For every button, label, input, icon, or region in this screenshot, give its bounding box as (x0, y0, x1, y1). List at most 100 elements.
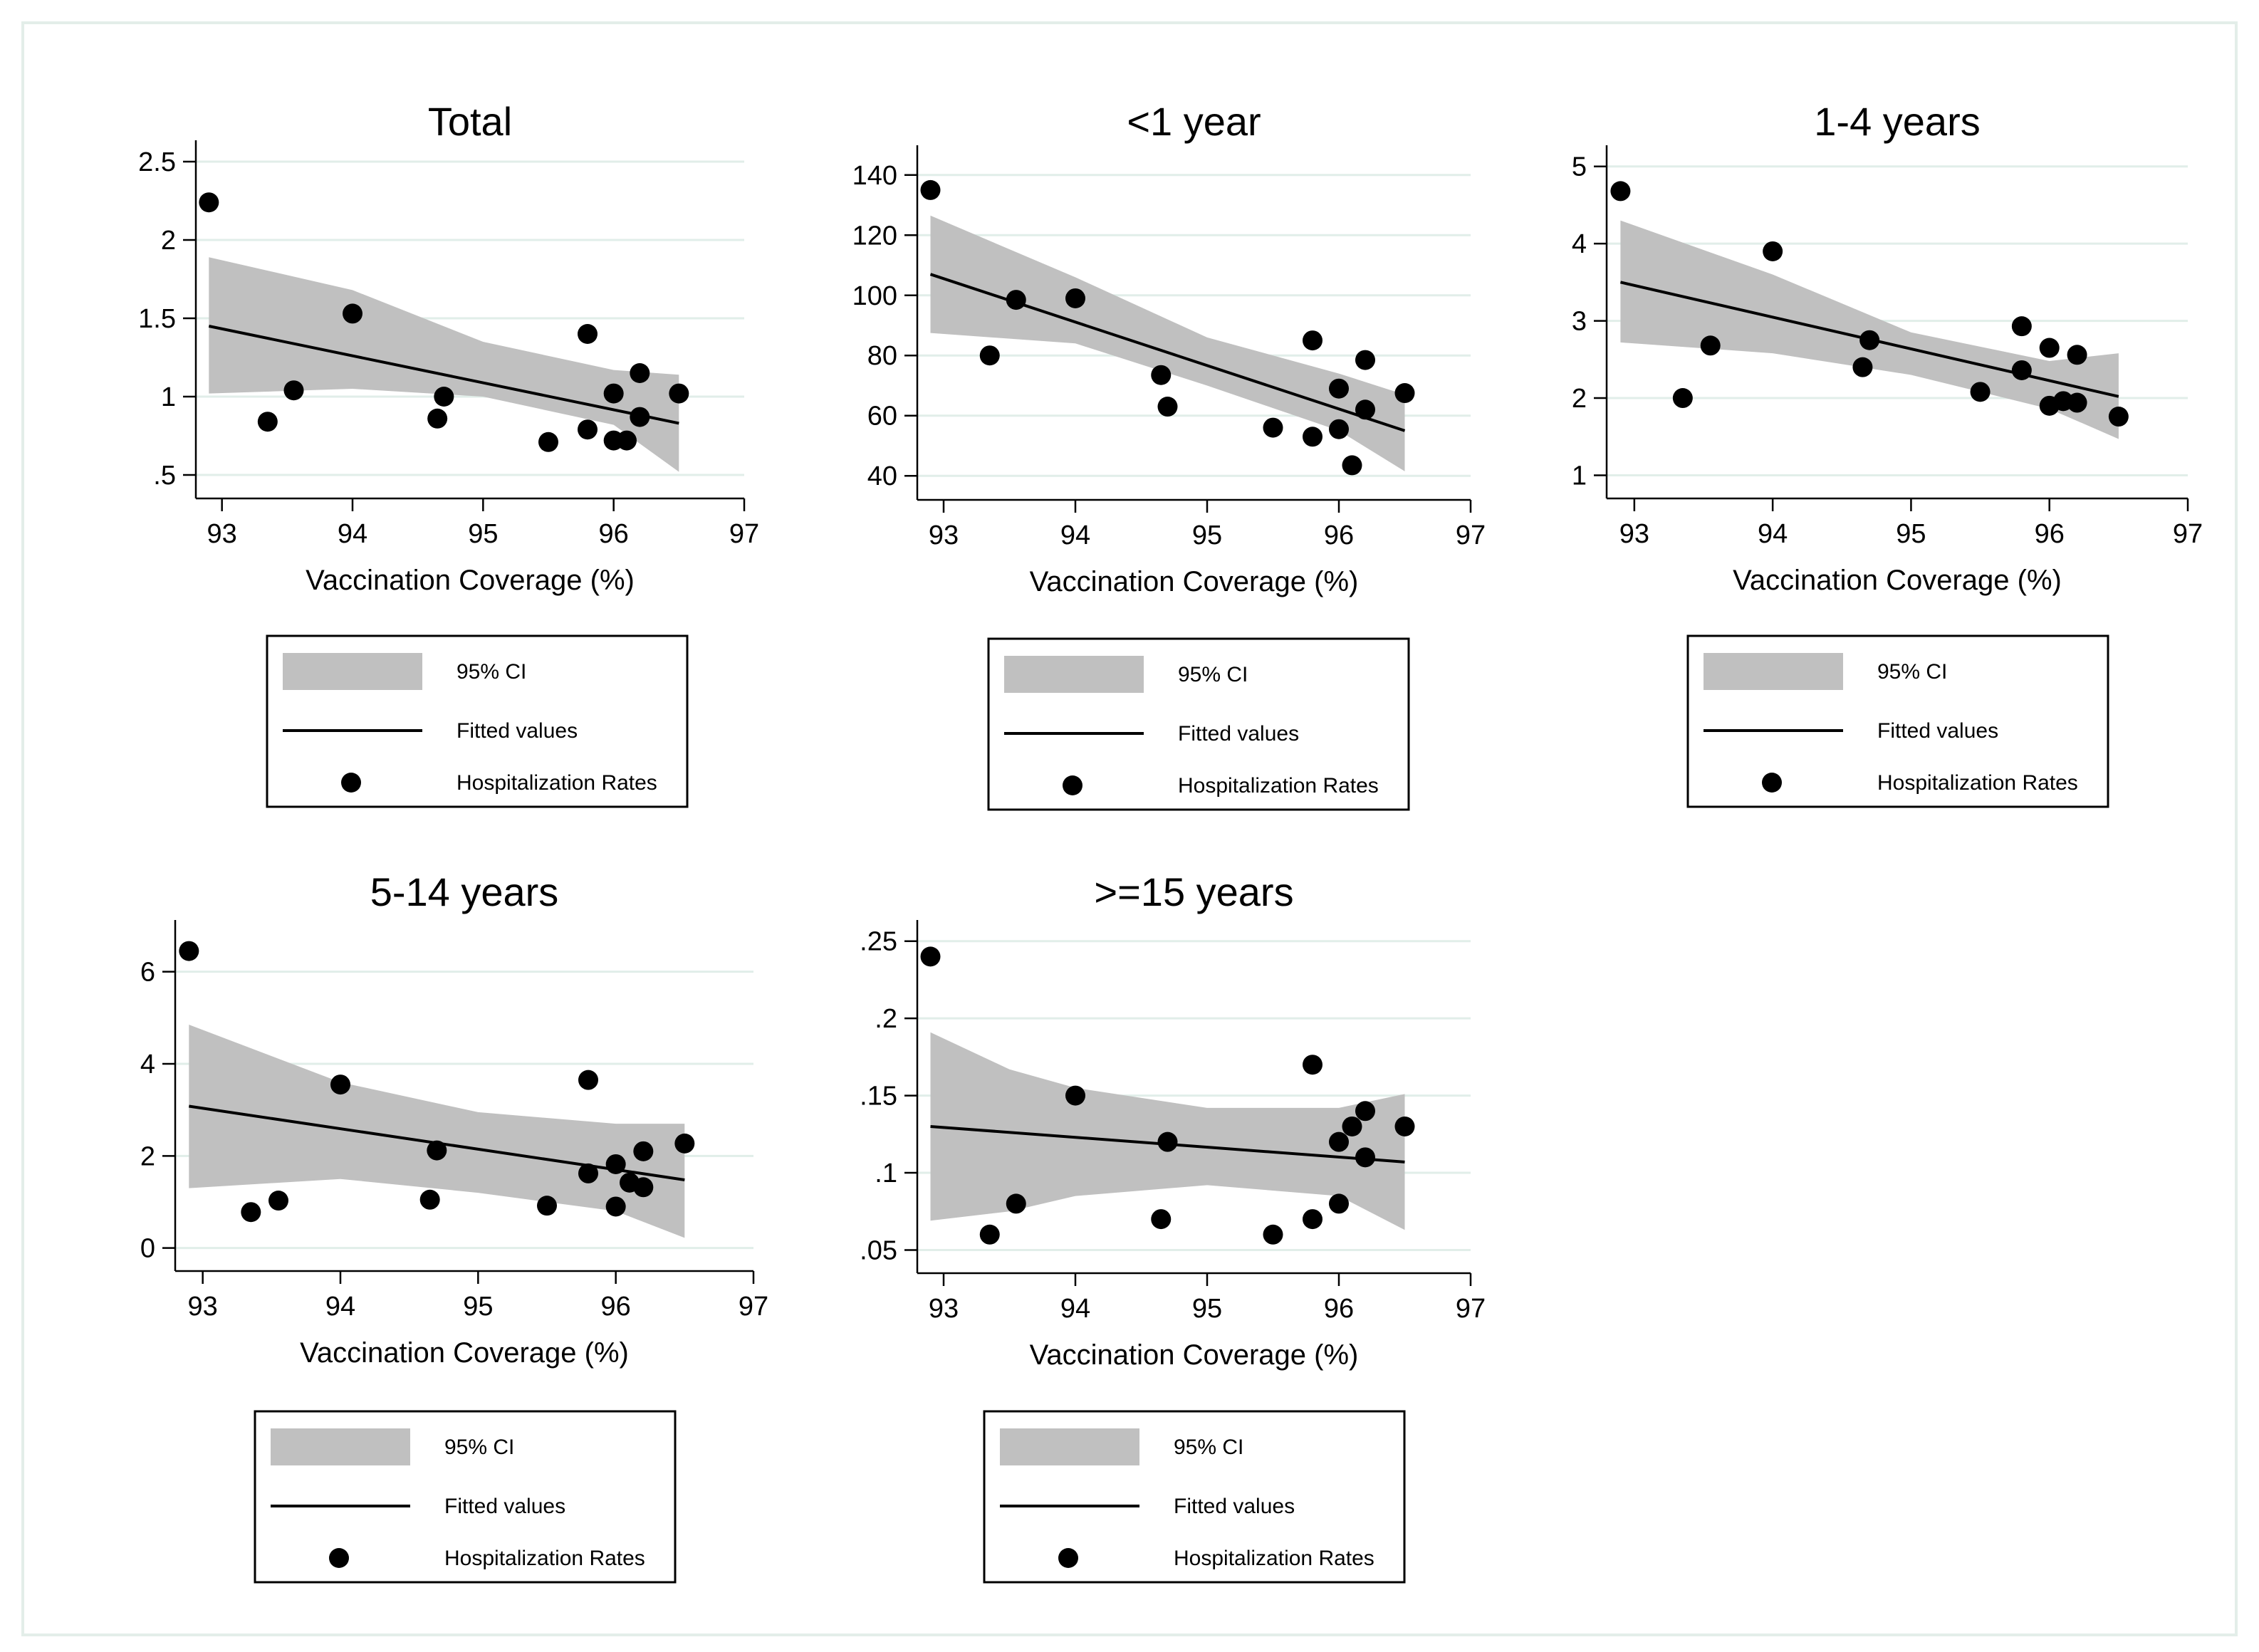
data-point (578, 324, 598, 344)
data-point (1303, 1209, 1322, 1230)
data-point (268, 1191, 288, 1211)
data-point (1303, 330, 1322, 351)
data-point (2011, 316, 2032, 337)
data-point (537, 1196, 557, 1216)
y-tick-label: 80 (867, 341, 897, 371)
legend-point-swatch (1762, 773, 1782, 793)
data-point (2067, 392, 2087, 413)
data-point (1342, 455, 1362, 476)
data-point (674, 1133, 695, 1154)
y-tick-label: 1 (1572, 461, 1587, 491)
y-tick-label: 140 (852, 161, 897, 191)
legend: 95% CI Fitted values Hospitalization Rates (266, 634, 689, 808)
legend-ci-label: 95% CI (457, 660, 526, 684)
x-axis-label: Vaccination Coverage (%) (1733, 565, 2062, 596)
data-point (434, 387, 454, 407)
legend-ci-swatch (283, 653, 422, 690)
legend-fit-label: Fitted values (1877, 719, 1998, 743)
y-tick-label: 60 (867, 402, 897, 432)
y-tick-label: 3 (1572, 307, 1587, 337)
y-tick-label: 100 (852, 281, 897, 311)
data-point (630, 407, 650, 427)
x-tick-label: 96 (601, 1292, 631, 1322)
x-tick-label: 97 (2173, 519, 2203, 549)
data-point (1263, 417, 1283, 438)
legend-points-label: Hospitalization Rates (457, 771, 657, 795)
y-tick-label: .15 (860, 1082, 897, 1112)
data-point (669, 383, 689, 404)
data-point (343, 303, 362, 324)
data-point (538, 432, 558, 452)
panel-4: 0 2 4 6 93 94 95 96 97 5-14 years Vaccination Cove… (140, 869, 768, 1584)
ci-band (1620, 220, 2119, 439)
data-point (1329, 378, 1349, 399)
data-point (1342, 1116, 1362, 1136)
x-tick-label: 93 (188, 1292, 218, 1322)
panel-title: 5-14 years (370, 869, 559, 914)
data-point (979, 1224, 1000, 1245)
legend: 95% CI Fitted values Hospitalization Rates (983, 1410, 1406, 1584)
data-point (1329, 1131, 1349, 1152)
data-point (1859, 330, 1880, 350)
legend-points-label: Hospitalization Rates (1174, 1547, 1374, 1570)
legend-point-swatch (329, 1548, 349, 1568)
data-point (633, 1141, 654, 1161)
data-point (1151, 1209, 1172, 1230)
data-point (427, 1140, 447, 1161)
legend-ci-swatch (271, 1428, 410, 1465)
legend-ci-label: 95% CI (1178, 663, 1248, 686)
ci-band (209, 257, 679, 472)
data-point (1700, 335, 1721, 356)
data-point (1394, 1116, 1415, 1136)
y-tick-label: 0 (140, 1234, 155, 1264)
data-point (1355, 350, 1375, 370)
x-tick-label: 93 (929, 1294, 959, 1324)
y-tick-label: 2 (140, 1141, 155, 1171)
data-point (1672, 388, 1693, 409)
y-tick-label: 2.5 (138, 147, 176, 177)
data-point (1263, 1224, 1283, 1245)
data-point (578, 1163, 598, 1183)
data-point (241, 1202, 261, 1223)
y-tick-label: .2 (875, 1004, 897, 1034)
legend: 95% CI Fitted values Hospitalization Rates (254, 1410, 677, 1584)
legend-points-label: Hospitalization Rates (1178, 774, 1379, 798)
x-tick-label: 94 (1060, 521, 1090, 550)
legend-ci-swatch (1704, 653, 1843, 690)
y-tick-label: 1 (161, 382, 176, 412)
y-tick-label: 120 (852, 221, 897, 251)
data-point (1303, 427, 1322, 447)
data-point (199, 192, 219, 213)
x-tick-label: 95 (1192, 1294, 1222, 1324)
x-tick-label: 94 (1758, 519, 1788, 549)
data-point (257, 412, 278, 432)
data-point (1065, 1085, 1085, 1106)
data-point (2108, 407, 2129, 427)
data-point (605, 1196, 626, 1217)
legend-ci-label: 95% CI (1877, 660, 1947, 684)
y-tick-label: .1 (875, 1159, 897, 1188)
x-tick-label: 93 (929, 521, 959, 550)
y-tick-label: 4 (140, 1050, 155, 1079)
data-point (1151, 365, 1172, 385)
x-tick-label: 95 (1896, 519, 1926, 549)
data-point (920, 946, 941, 967)
data-point (633, 1177, 654, 1198)
data-point (578, 1070, 598, 1090)
x-tick-label: 97 (729, 519, 759, 549)
data-point (1355, 399, 1375, 420)
y-tick-label: 4 (1572, 229, 1587, 259)
data-point (630, 363, 650, 383)
data-point (2011, 360, 2032, 380)
x-tick-label: 96 (599, 519, 629, 549)
data-point (1763, 241, 1783, 261)
legend-fit-label: Fitted values (444, 1495, 565, 1518)
panel-1: .5 1 1.5 2 2.5 93 94 95 96 97 Total Vaccination Cov… (138, 99, 759, 808)
data-point (1006, 1193, 1026, 1214)
data-point (1329, 1193, 1349, 1214)
legend: 95% CI Fitted values Hospitalization Rates (987, 637, 1410, 811)
legend-points-label: Hospitalization Rates (1877, 771, 2078, 795)
x-tick-label: 95 (463, 1292, 493, 1322)
legend-ci-label: 95% CI (444, 1436, 514, 1459)
